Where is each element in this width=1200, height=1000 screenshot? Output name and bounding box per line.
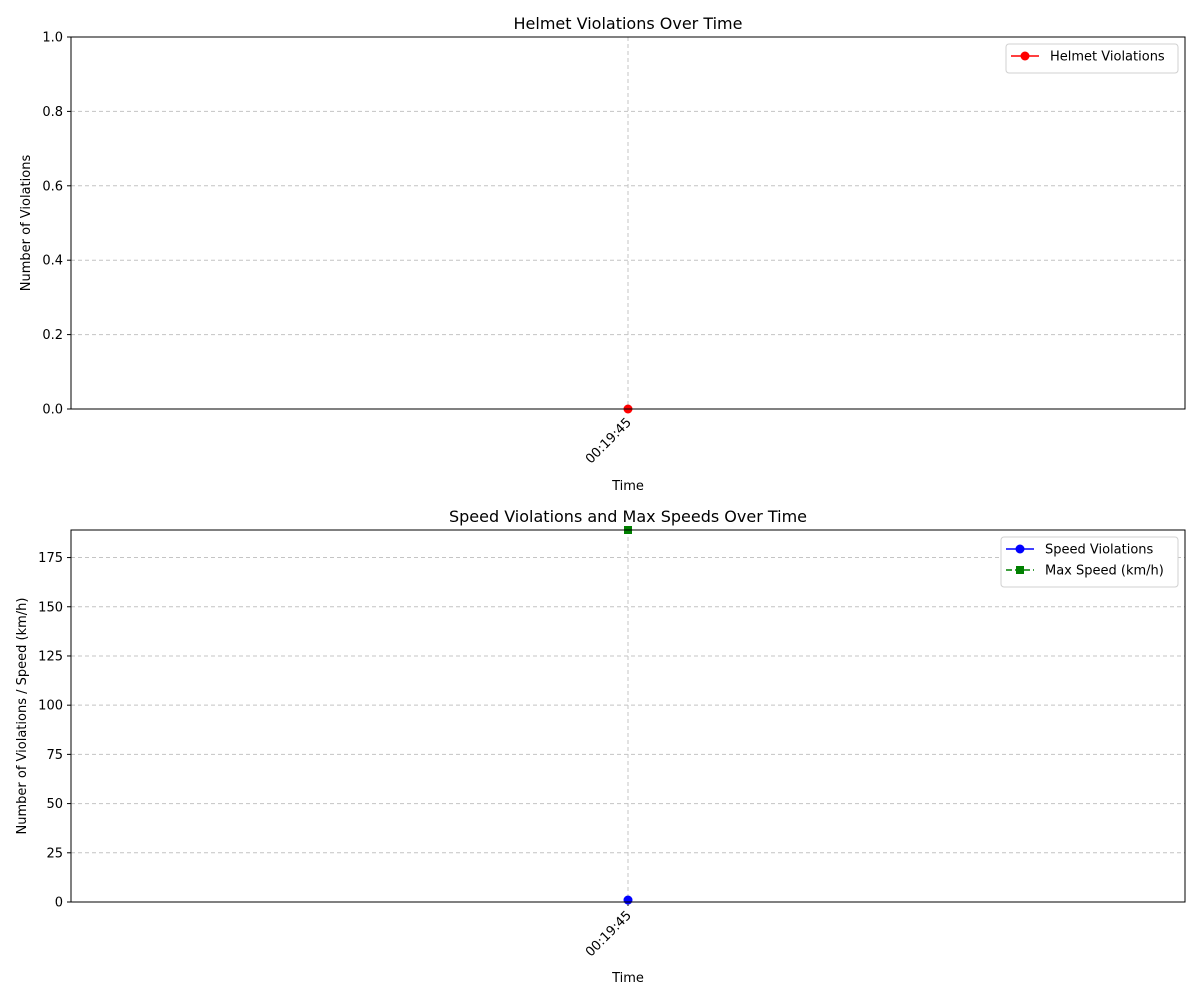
legend: Speed Violations Max Speed (km/h) <box>1000 536 1179 588</box>
y-tick-label: 0.4 <box>42 254 63 269</box>
y-tick-label: 150 <box>38 600 63 615</box>
y-tick-label: 175 <box>38 551 63 566</box>
legend-label: Max Speed (km/h) <box>1045 564 1164 579</box>
data-point <box>623 895 633 905</box>
y-tick-label: 0.8 <box>42 105 63 120</box>
legend-box <box>1005 43 1179 74</box>
legend-label: Speed Violations <box>1045 543 1154 558</box>
legend-marker <box>1020 51 1030 61</box>
y-tick-label: 50 <box>46 797 63 812</box>
x-tick-label: 00:19:45 <box>583 908 635 960</box>
y-tick-label: 0.0 <box>42 403 63 418</box>
y-axis-label: Number of Violations / Speed (km/h) <box>15 598 30 835</box>
y-ticks: 0 25 50 75 100 125 150 175 <box>38 551 71 911</box>
y-tick-label: 125 <box>38 649 63 664</box>
legend-marker <box>1015 544 1025 554</box>
legend: Helmet Violations <box>1005 43 1179 74</box>
grid <box>71 37 1185 409</box>
x-axis-label: Time <box>611 479 644 494</box>
y-ticks: 0.0 0.2 0.4 0.6 0.8 1.0 <box>42 31 71 418</box>
y-tick-label: 0 <box>55 896 63 911</box>
plot-frame <box>70 529 1186 903</box>
legend-box <box>1000 536 1179 588</box>
chart-title: Speed Violations and Max Speeds Over Tim… <box>449 507 807 526</box>
chart-speed-violations: Speed Violations and Max Speeds Over Tim… <box>15 507 1186 986</box>
y-tick-label: 1.0 <box>42 31 63 46</box>
y-tick-label: 0.2 <box>42 328 63 343</box>
y-tick-label: 0.6 <box>42 179 63 194</box>
x-tick-label: 00:19:45 <box>583 415 635 467</box>
y-tick-label: 100 <box>38 699 63 714</box>
grid <box>71 530 1185 902</box>
x-axis-label: Time <box>611 971 644 986</box>
plot-frame <box>70 36 1186 410</box>
x-ticks: 00:19:45 <box>583 409 635 467</box>
chart-helmet-violations: Helmet Violations Over Time 0.0 0.2 0.4 0.6… <box>19 14 1186 494</box>
x-ticks: 00:19:45 <box>583 902 635 960</box>
legend-marker <box>1016 566 1024 574</box>
chart-title: Helmet Violations Over Time <box>514 14 743 33</box>
y-axis-label: Number of Violations <box>19 155 34 292</box>
y-tick-label: 25 <box>46 846 63 861</box>
y-tick-label: 75 <box>46 748 63 763</box>
legend-label: Helmet Violations <box>1050 50 1165 65</box>
